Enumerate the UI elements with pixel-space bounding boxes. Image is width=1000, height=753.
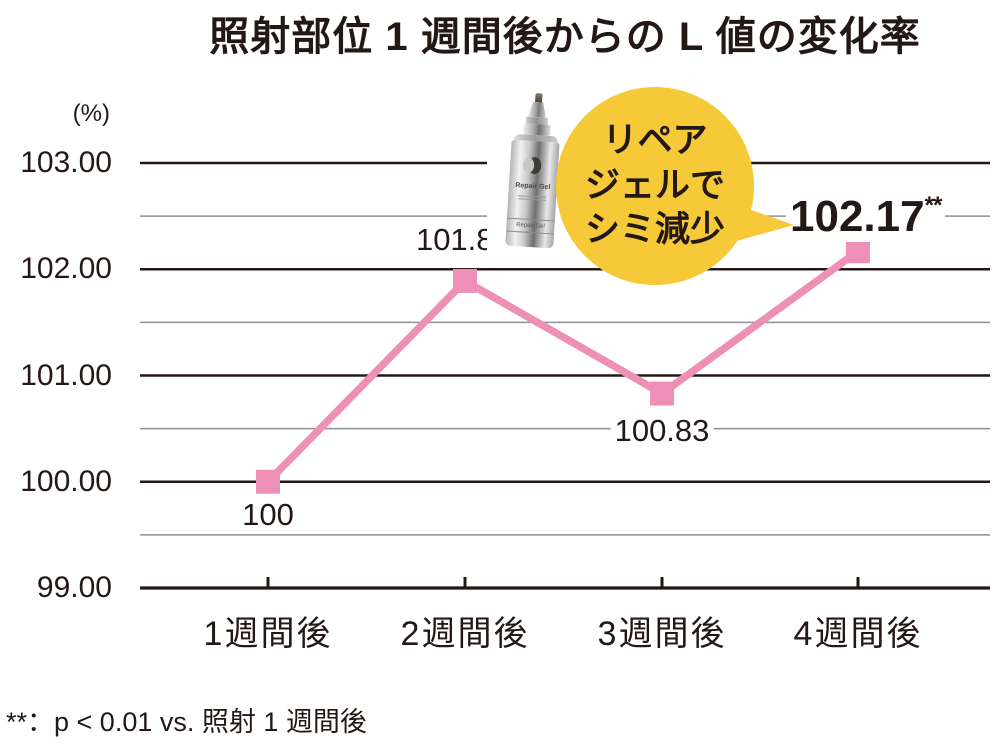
data-point-marker bbox=[846, 239, 870, 264]
bottle-fine-print bbox=[518, 193, 547, 203]
bubble-line-1: リペア bbox=[602, 120, 708, 160]
bottle-nozzle-icon bbox=[534, 93, 543, 103]
x-axis-label: 4週間後 bbox=[793, 615, 923, 653]
data-point-marker bbox=[256, 469, 280, 494]
point-label: 100.83 bbox=[610, 413, 714, 448]
bottle-crescent-logo-icon bbox=[527, 156, 542, 175]
speech-bubble-body: リペア ジェルで シミ減少 bbox=[556, 87, 754, 285]
chart-title: 照射部位 1 週間後からの L 値の変化率 bbox=[209, 15, 921, 59]
data-point-marker bbox=[453, 268, 477, 293]
data-line bbox=[265, 248, 861, 485]
y-tick-label: 99.00 bbox=[36, 571, 112, 604]
data-point-marker bbox=[650, 381, 674, 406]
bottle-band-text: Repair Gel bbox=[506, 217, 555, 235]
y-tick-label: 100.00 bbox=[20, 464, 112, 498]
point-label: 102.17** bbox=[786, 192, 946, 242]
bottle-pump-head bbox=[528, 102, 547, 118]
bottle-body: Repair Gel Repair Gel bbox=[505, 139, 560, 249]
bubble-line-2: ジェルで bbox=[584, 165, 725, 205]
x-axis-label: 1週間後 bbox=[203, 615, 333, 653]
y-tick-label: 103.00 bbox=[20, 146, 112, 179]
bubble-line-3: シミ減少 bbox=[584, 210, 725, 250]
y-axis: (%) 103.00 102.00 101.00 100.00 99.00 bbox=[0, 0, 112, 753]
speech-bubble: リペア ジェルで シミ減少 bbox=[556, 87, 794, 285]
y-tick-label: 102.00 bbox=[20, 252, 112, 286]
bottle-label-text: Repair Gel bbox=[515, 182, 551, 192]
significance-footnote: **：p < 0.01 vs. 照射 1 週間後 bbox=[6, 707, 367, 737]
x-axis-label: 2週間後 bbox=[400, 615, 530, 653]
y-tick-label: 101.00 bbox=[20, 358, 112, 392]
x-axis-label: 3週間後 bbox=[597, 615, 727, 653]
point-label: 100 bbox=[238, 497, 298, 532]
y-axis-unit-label: (%) bbox=[72, 100, 110, 127]
